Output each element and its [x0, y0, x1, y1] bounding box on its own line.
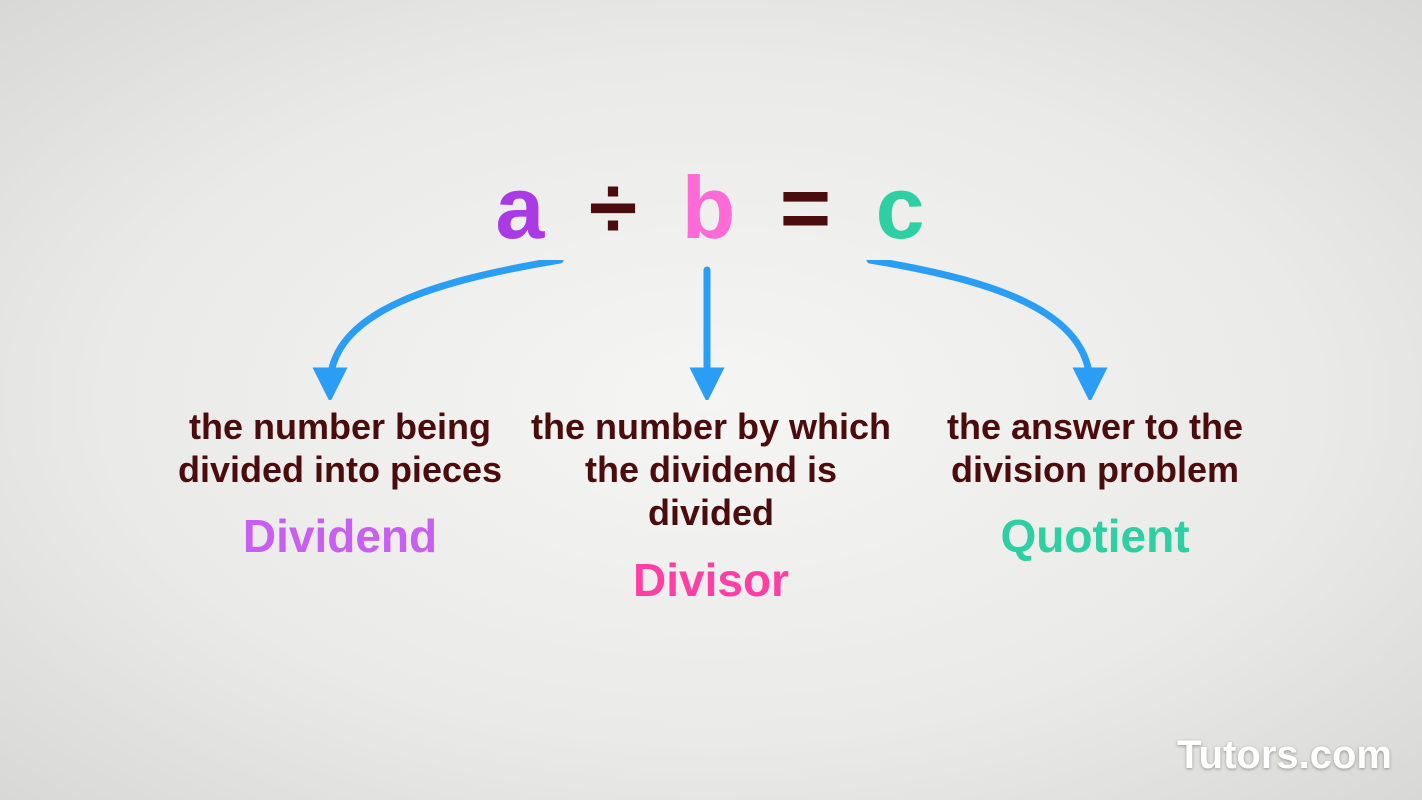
- divisor-description: the number by which the dividend is divi…: [521, 405, 901, 535]
- arrow-left: [330, 260, 560, 385]
- dividend-description: the number being divided into pieces: [150, 405, 530, 491]
- diagram-canvas: a ÷ b = c the number being divided into …: [0, 0, 1422, 800]
- arrows-svg: [0, 260, 1422, 400]
- quotient-term: Quotient: [905, 509, 1285, 563]
- column-quotient: the answer to the division problem Quoti…: [905, 405, 1285, 563]
- variable-b: b: [682, 157, 738, 259]
- variable-c: c: [876, 157, 927, 259]
- quotient-description: the answer to the division problem: [905, 405, 1285, 491]
- column-dividend: the number being divided into pieces Div…: [150, 405, 530, 563]
- arrow-right: [870, 260, 1090, 385]
- watermark: Tutors.com: [1177, 733, 1392, 778]
- division-operator: ÷: [589, 157, 639, 259]
- equals-operator: =: [780, 157, 833, 259]
- variable-a: a: [495, 157, 546, 259]
- equation: a ÷ b = c: [495, 150, 926, 259]
- column-divisor: the number by which the dividend is divi…: [521, 405, 901, 607]
- dividend-term: Dividend: [150, 509, 530, 563]
- divisor-term: Divisor: [521, 553, 901, 607]
